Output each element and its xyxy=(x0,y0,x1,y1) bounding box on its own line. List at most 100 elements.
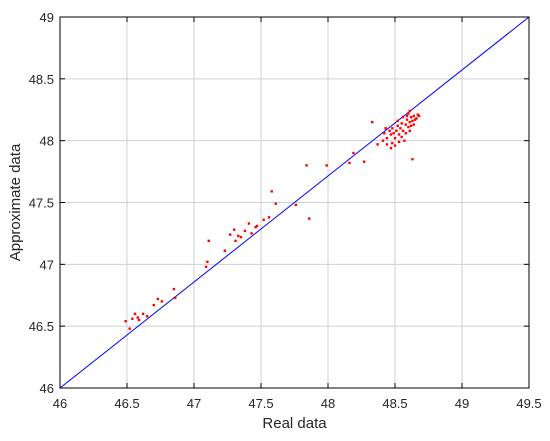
data-point xyxy=(233,228,236,231)
x-tick-label: 49.5 xyxy=(516,396,541,411)
data-point xyxy=(399,127,402,130)
data-point xyxy=(412,114,415,118)
data-point xyxy=(348,161,351,165)
y-tick-label: 47.5 xyxy=(29,196,54,211)
data-point xyxy=(392,132,395,135)
data-point xyxy=(388,129,391,132)
data-point xyxy=(401,115,405,119)
y-axis-ticks: 46 46.5 47 47.5 48 48.5 49 xyxy=(29,10,529,396)
data-point xyxy=(413,118,417,121)
data-point xyxy=(407,125,410,129)
data-point xyxy=(152,303,155,307)
data-point xyxy=(385,136,389,140)
y-tick-label: 46 xyxy=(40,381,54,396)
data-point xyxy=(254,226,257,229)
y-tick-label: 48 xyxy=(40,134,54,149)
data-point xyxy=(404,132,407,135)
data-point xyxy=(408,109,411,113)
data-point xyxy=(400,135,403,139)
data-point xyxy=(409,124,413,128)
data-point xyxy=(325,164,328,167)
data-point xyxy=(141,312,145,315)
data-point xyxy=(393,144,397,147)
data-point xyxy=(234,239,237,243)
data-point xyxy=(391,127,394,130)
x-axis-ticks: 46 46.5 47 47.5 48 48.5 49 49.5 xyxy=(53,17,542,411)
y-tick-label: 48.5 xyxy=(29,72,54,87)
data-point xyxy=(396,119,399,123)
data-point xyxy=(174,296,177,299)
x-tick-label: 48.5 xyxy=(382,396,407,411)
data-point xyxy=(267,216,271,219)
data-points xyxy=(124,109,421,330)
data-point xyxy=(417,114,421,118)
data-point xyxy=(383,132,386,135)
data-point xyxy=(407,112,410,115)
data-point xyxy=(409,115,413,119)
data-point xyxy=(391,141,394,145)
data-point xyxy=(274,202,277,205)
data-point xyxy=(376,143,379,146)
y-tick-label: 46.5 xyxy=(29,319,54,334)
data-point xyxy=(223,249,227,252)
data-point xyxy=(393,136,397,140)
data-point xyxy=(411,119,414,123)
reference-line xyxy=(59,16,530,389)
data-point xyxy=(389,146,393,150)
data-point xyxy=(352,151,355,155)
data-point xyxy=(128,327,131,330)
data-point xyxy=(133,312,137,315)
data-point xyxy=(396,124,399,128)
data-point xyxy=(255,224,259,228)
data-point xyxy=(371,120,374,124)
data-point xyxy=(401,129,405,132)
data-point xyxy=(411,158,414,161)
data-point xyxy=(239,235,243,239)
data-point xyxy=(403,139,406,142)
data-point xyxy=(381,139,385,142)
data-point xyxy=(385,143,389,146)
data-point xyxy=(250,232,253,235)
x-axis-label: Real data xyxy=(262,415,327,432)
data-point xyxy=(156,297,160,301)
x-tick-label: 47.5 xyxy=(248,396,273,411)
x-tick-label: 47 xyxy=(187,396,201,411)
x-tick-label: 46 xyxy=(53,396,67,411)
data-point xyxy=(207,239,210,243)
data-point xyxy=(412,123,415,126)
y-axis-label: Approximate data xyxy=(7,143,24,261)
x-tick-label: 49 xyxy=(455,396,469,411)
data-point xyxy=(294,203,298,207)
x-tick-label: 46.5 xyxy=(114,396,139,411)
data-point xyxy=(362,160,366,163)
data-point xyxy=(243,229,247,233)
data-point xyxy=(136,316,139,319)
data-point xyxy=(124,320,127,323)
data-point xyxy=(145,315,149,318)
data-point xyxy=(131,317,134,320)
y-tick-label: 49 xyxy=(40,10,54,25)
data-point xyxy=(228,233,232,236)
data-point xyxy=(416,113,419,116)
data-point xyxy=(408,120,411,124)
data-point xyxy=(270,190,273,193)
data-point xyxy=(405,118,409,121)
data-point xyxy=(415,117,418,120)
reference-line-layer xyxy=(59,16,530,389)
data-point xyxy=(137,318,141,322)
data-point xyxy=(397,133,401,136)
data-point xyxy=(305,164,308,167)
data-point xyxy=(408,129,411,132)
data-point xyxy=(262,218,265,222)
data-point xyxy=(400,122,403,125)
y-tick-label: 47 xyxy=(40,257,54,272)
data-point xyxy=(389,133,393,136)
data-point xyxy=(384,127,387,130)
data-point xyxy=(237,234,240,238)
data-point xyxy=(206,260,209,264)
data-point xyxy=(172,287,176,291)
data-point xyxy=(308,217,311,220)
data-point xyxy=(204,265,208,269)
